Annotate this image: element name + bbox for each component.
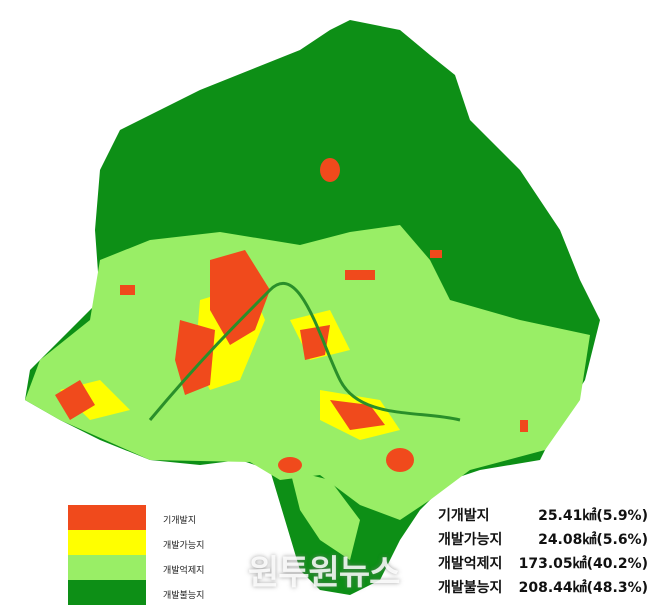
- legend-swatch-developable: [68, 530, 146, 555]
- watermark: 원투원뉴스: [248, 553, 400, 593]
- legend-swatch-undevelopable: [68, 580, 146, 605]
- stat-value: 25.41㎢(5.9%): [538, 508, 648, 524]
- legend-swatch-developed: [68, 505, 146, 530]
- legend-swatch-restricted: [68, 555, 146, 580]
- stat-row: 개발불능지 208.44㎢(48.3%): [438, 577, 648, 601]
- stat-row: 개발억제지 173.05㎢(40.2%): [438, 553, 648, 577]
- river: [148, 281, 461, 422]
- region-restricted: [25, 225, 590, 520]
- legend-label: 개발가능지: [163, 541, 205, 551]
- stat-value: 173.05㎢(40.2%): [518, 556, 648, 572]
- stat-name: 기개발지: [438, 508, 490, 524]
- area-stats: 기개발지 25.41㎢(5.9%) 개발가능지 24.08㎢(5.6%) 개발억제지…: [438, 505, 648, 601]
- legend-label: 개발억제지: [163, 566, 205, 576]
- region-developed: [55, 158, 528, 473]
- stat-row: 개발가능지 24.08㎢(5.6%): [438, 529, 648, 553]
- legend-label: 기개발지: [163, 516, 197, 526]
- region-restricted: [290, 470, 360, 560]
- stat-name: 개발가능지: [438, 532, 503, 548]
- stat-value: 208.44㎢(48.3%): [518, 580, 648, 596]
- stat-value: 24.08㎢(5.6%): [538, 532, 648, 548]
- stat-name: 개발불능지: [438, 580, 503, 596]
- legend-label: 개발불능지: [163, 591, 205, 601]
- stat-name: 개발억제지: [438, 556, 503, 572]
- stat-row: 기개발지 25.41㎢(5.9%): [438, 505, 648, 529]
